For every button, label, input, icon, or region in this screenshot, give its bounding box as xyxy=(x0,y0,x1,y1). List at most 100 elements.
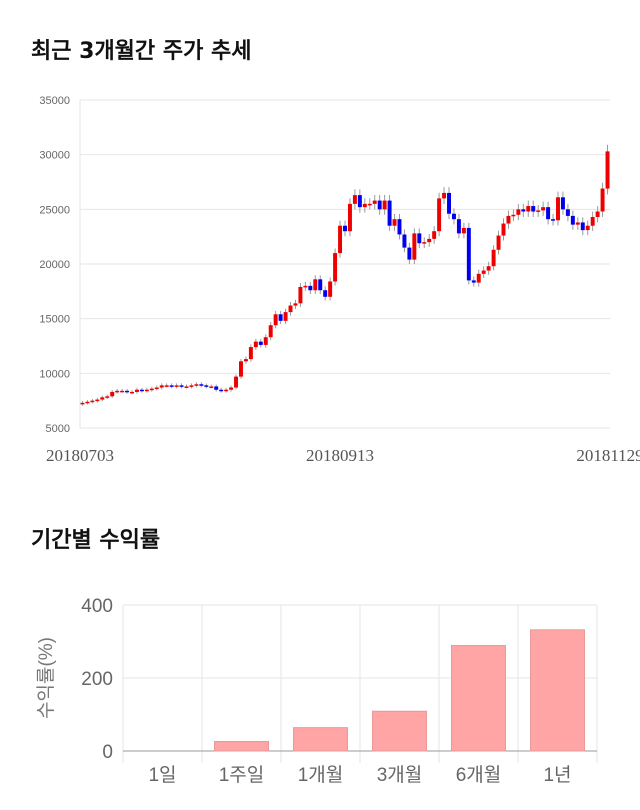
y-tick-label: 35000 xyxy=(39,95,70,107)
candle-body xyxy=(556,197,560,221)
candle-body xyxy=(456,219,461,234)
candle-body xyxy=(303,285,308,288)
candle-body xyxy=(199,384,204,386)
candle-body xyxy=(575,222,580,225)
candle-body xyxy=(546,207,551,220)
candle-body xyxy=(432,231,437,239)
candle-body xyxy=(239,361,243,377)
candle-body xyxy=(125,390,130,393)
candle-body xyxy=(496,235,501,250)
candle-body xyxy=(412,233,417,260)
return-bar xyxy=(451,645,506,752)
y-tick-label: 0 xyxy=(102,742,113,763)
candle-body xyxy=(268,325,273,338)
y-tick-label: 200 xyxy=(81,669,113,690)
candle-body xyxy=(229,387,234,390)
candle-body xyxy=(392,219,397,226)
candle-body xyxy=(333,253,338,282)
candle-body xyxy=(85,401,90,404)
candle-body xyxy=(278,314,283,321)
candle-body xyxy=(511,214,516,217)
candle-body xyxy=(551,219,556,221)
candle-body xyxy=(110,391,115,397)
candle-body xyxy=(115,390,120,393)
candle-body xyxy=(258,341,263,345)
x-tick-label: 20180913 xyxy=(306,446,374,465)
candle-body xyxy=(437,198,442,232)
y-tick-label: 30000 xyxy=(39,150,70,162)
candle-body xyxy=(387,200,392,226)
candle-body xyxy=(318,279,323,291)
candle-body xyxy=(105,396,110,398)
candle-body xyxy=(531,206,536,212)
candle-body xyxy=(154,387,159,390)
candle-body xyxy=(362,203,367,208)
x-tick-label: 1년 xyxy=(543,764,571,786)
candle-body xyxy=(560,197,565,210)
candle-body xyxy=(139,389,144,392)
candle-body xyxy=(605,151,610,189)
candle-body xyxy=(352,195,357,204)
candle-body xyxy=(298,286,303,304)
candle-body xyxy=(100,397,105,400)
candle-body xyxy=(382,200,387,210)
candle-body xyxy=(343,225,347,232)
candle-body xyxy=(451,213,456,220)
x-tick-label: 20180703 xyxy=(46,446,114,465)
candle-body xyxy=(189,385,194,387)
return-bar xyxy=(293,727,348,752)
candle-body xyxy=(506,215,511,224)
candle-body xyxy=(422,242,427,244)
y-tick-label: 400 xyxy=(81,596,113,617)
return-bar xyxy=(372,710,427,752)
candle-body xyxy=(323,290,328,297)
candle-body xyxy=(536,210,541,212)
candle-body xyxy=(407,247,412,260)
candle-body xyxy=(328,281,333,297)
candle-body xyxy=(486,266,491,271)
y-tick-label: 25000 xyxy=(39,204,70,216)
y-tick-label: 10000 xyxy=(39,368,70,380)
candle-body xyxy=(585,225,590,231)
candle-body xyxy=(283,312,288,321)
return-bar xyxy=(530,629,585,752)
candle-body xyxy=(169,385,174,387)
y-tick-label: 15000 xyxy=(39,314,70,326)
candle-body xyxy=(357,195,362,208)
returns-chart-title: 기간별 수익률 xyxy=(31,528,161,553)
candle-body xyxy=(481,270,486,274)
candle-body xyxy=(541,207,546,211)
x-tick-label: 20181129 xyxy=(576,446,640,465)
candle-body xyxy=(347,203,352,232)
candle-body xyxy=(144,389,149,392)
candle-body xyxy=(516,209,521,215)
candle-body xyxy=(427,238,432,243)
candle-body xyxy=(90,400,95,403)
candle-body xyxy=(501,223,506,236)
candle-body xyxy=(263,337,268,345)
y-tick-label: 5000 xyxy=(46,423,70,435)
candle-body xyxy=(442,192,447,199)
x-tick-label: 1주일 xyxy=(219,764,265,786)
candle-body xyxy=(214,386,219,390)
candle-body xyxy=(95,399,100,402)
candle-body xyxy=(377,200,382,210)
candle-body xyxy=(338,225,343,254)
candle-body xyxy=(461,227,466,234)
candle-body xyxy=(224,389,229,392)
candle-body xyxy=(308,285,313,291)
candle-body xyxy=(179,385,184,387)
candle-body xyxy=(367,203,372,206)
candle-body xyxy=(80,402,85,405)
candle-body xyxy=(397,219,402,235)
candle-body xyxy=(526,206,531,212)
candle-body xyxy=(159,385,164,388)
candle-body xyxy=(372,200,377,204)
x-tick-label: 3개월 xyxy=(377,764,423,786)
candle-body xyxy=(402,234,407,248)
return-bar xyxy=(214,741,269,752)
candle-body xyxy=(293,303,298,306)
candle-body xyxy=(248,347,253,360)
